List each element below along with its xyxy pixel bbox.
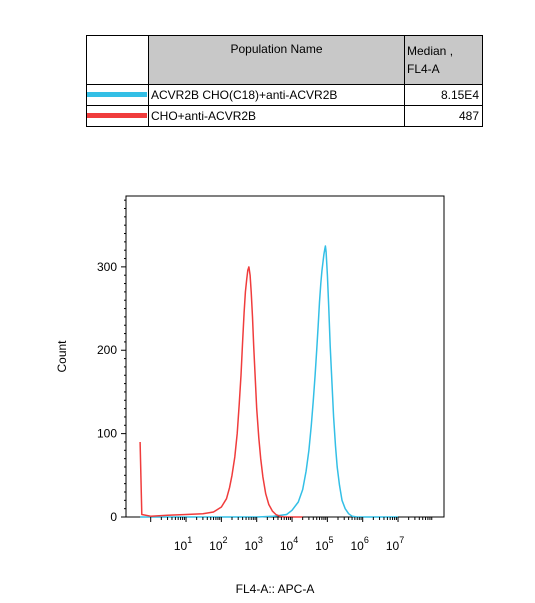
legend-swatch-red <box>87 113 147 118</box>
x-tick-label: 105 <box>315 535 333 553</box>
series-line <box>139 266 303 518</box>
series-line <box>140 245 398 518</box>
legend-header-median: Median , FL4-A <box>404 35 483 85</box>
legend-population-name: ACVR2B CHO(C18)+anti-ACVR2B <box>148 84 405 106</box>
y-tick-label: 0 <box>110 510 117 524</box>
legend-row: CHO+anti-ACVR2B 487 <box>86 105 483 127</box>
legend-header-median-line2: FL4-A <box>407 62 440 76</box>
curves-layer <box>139 245 398 518</box>
legend-header-median-line1: Median , <box>407 44 454 58</box>
y-axis-label: Count <box>55 340 69 373</box>
x-tick-label: 106 <box>351 535 369 553</box>
x-tick-label: 103 <box>245 535 263 553</box>
y-tick-label: 300 <box>97 260 117 274</box>
x-tick-label: 102 <box>209 535 227 553</box>
legend-median-value: 8.15E4 <box>404 84 483 106</box>
legend-median-value: 487 <box>404 105 483 127</box>
plot-frame <box>125 195 445 518</box>
y-tick-label: 100 <box>97 427 117 441</box>
legend-swatch-blue <box>87 92 147 97</box>
x-tick-label: 107 <box>386 535 404 553</box>
x-tick-label: 101 <box>174 535 192 553</box>
legend-header-blank <box>86 35 149 85</box>
legend-row: ACVR2B CHO(C18)+anti-ACVR2B 8.15E4 <box>86 84 483 106</box>
y-tick-label: 200 <box>97 343 117 357</box>
x-tick-label: 104 <box>280 535 298 553</box>
legend-population-name: CHO+anti-ACVR2B <box>148 105 405 127</box>
x-axis: 101 102 103 104 105 106 107 <box>150 517 433 553</box>
x-axis-label: FL4-A:: APC-A <box>236 582 315 596</box>
legend-swatch-cell <box>86 105 149 127</box>
y-axis: 0 100 200 300 <box>97 199 126 524</box>
legend-swatch-cell <box>86 84 149 106</box>
legend-table: Population Name Median , FL4-A ACVR2B CHO… <box>86 35 483 127</box>
